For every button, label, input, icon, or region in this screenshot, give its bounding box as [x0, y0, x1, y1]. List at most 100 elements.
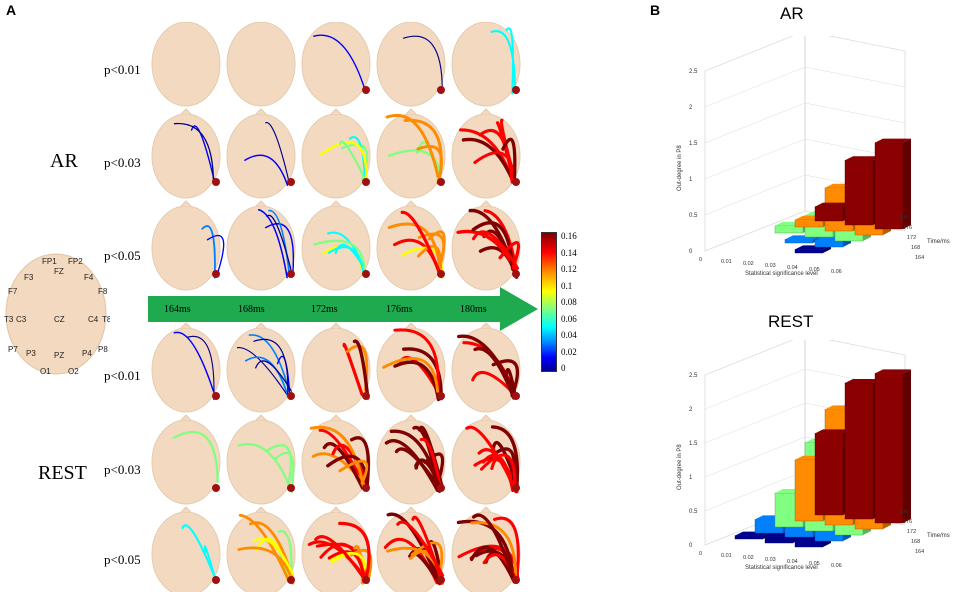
- source-node: [437, 270, 445, 278]
- x-tick-label: 0.04: [787, 559, 798, 565]
- connectivity-arc: [266, 444, 293, 487]
- colorbar-tick-label: 0.08: [561, 297, 577, 307]
- x-tick-label: 0: [699, 257, 702, 263]
- colorbar-tick-label: 0.12: [561, 264, 577, 274]
- head-map: [301, 414, 371, 505]
- connectivity-arc: [400, 246, 444, 279]
- z-tick-label: 1: [689, 177, 693, 183]
- connectivity-arc: [237, 443, 293, 494]
- source-node: [212, 576, 220, 584]
- z-tick-label: 2.5: [689, 373, 698, 379]
- electrode-label: CZ: [54, 315, 65, 324]
- head-map: [226, 506, 296, 592]
- source-node: [512, 178, 520, 186]
- electrode-label: O1: [40, 367, 51, 376]
- source-node: [437, 86, 445, 94]
- connectivity-arc: [479, 453, 517, 488]
- panel-b-letter: B: [650, 2, 661, 18]
- source-node: [362, 270, 370, 278]
- connectivity-arc: [469, 545, 516, 584]
- head-map: [376, 108, 446, 199]
- connectivity-arc: [264, 223, 295, 275]
- connectivity-arc: [244, 154, 289, 187]
- connectivity-arc: [338, 521, 371, 584]
- connectivity-arc: [410, 541, 444, 576]
- connectivity-arc: [273, 451, 295, 491]
- head-map: [301, 22, 371, 107]
- time-tick-label: 180: [899, 215, 908, 221]
- head-map: [226, 322, 296, 413]
- electrode-label: P4: [82, 349, 92, 358]
- connectivity-arc: [255, 360, 293, 392]
- connectivity-arc: [173, 123, 215, 183]
- connectivity-arc: [501, 137, 517, 179]
- time-axis-label: Time/ms: [927, 239, 950, 245]
- head-map: [376, 322, 446, 413]
- p-threshold-label: p<0.03: [104, 155, 141, 170]
- x-tick-label: 0.05: [809, 267, 820, 273]
- z-tick-label: 2: [689, 407, 693, 413]
- source-node: [362, 484, 370, 492]
- connectivity-arc: [498, 240, 521, 270]
- head-map: [226, 108, 296, 199]
- connectivity-arc: [505, 27, 515, 95]
- x-axis-label: Statistical significance level: [745, 565, 818, 571]
- source-node: [512, 270, 520, 278]
- source-node: [362, 392, 370, 400]
- electrode-label: O2: [68, 367, 79, 376]
- connectivity-arc: [465, 425, 519, 494]
- connectivity-head-grid: [151, 22, 521, 592]
- head-map: [451, 506, 521, 592]
- head-map: [151, 108, 221, 199]
- connectivity-arc: [248, 334, 290, 392]
- connectivity-arc: [314, 535, 364, 578]
- connectivity-arc: [173, 331, 215, 392]
- y-axis-label: Out-degree in P8: [677, 145, 683, 191]
- time-label: 176ms: [386, 304, 413, 315]
- time-tick-label: 176: [903, 225, 912, 231]
- source-node: [287, 270, 295, 278]
- panel-a-letter: A: [6, 2, 17, 18]
- source-node: [287, 392, 295, 400]
- source-node: [362, 576, 370, 584]
- electrode-reference-head: FP1 FP2 F3 FZ F4 F7 F8 T3 C3 CZ C4 T8 P7 P3 PZ P4 P8 O1 O2: [4, 253, 110, 376]
- source-node: [287, 178, 295, 186]
- colorbar-tick-label: 0.14: [561, 247, 577, 258]
- electrode-label: P7: [8, 345, 18, 354]
- source-node: [287, 576, 295, 584]
- connectivity-arc: [352, 339, 370, 400]
- electrode-label: PZ: [54, 351, 64, 360]
- colorbar-tick-label: 0.16: [561, 231, 577, 241]
- electrode-label: F8: [98, 287, 108, 296]
- source-node: [512, 576, 520, 584]
- connectivity-arc: [238, 513, 290, 582]
- source-node: [437, 576, 445, 584]
- x-tick-label: 0.06: [831, 269, 842, 275]
- connectivity-arc: [461, 137, 515, 182]
- connectivity-arc: [266, 214, 292, 271]
- bar3d: [874, 369, 911, 524]
- head-map: [301, 322, 371, 413]
- connectivity-arc: [236, 347, 291, 401]
- z-tick-label: 0: [689, 543, 693, 549]
- colorbar-tick-label: 0.06: [561, 313, 577, 324]
- electrode-label: T8: [102, 315, 110, 324]
- time-axis-label: Time/ms: [927, 533, 950, 539]
- time-tick-label: 172: [907, 235, 916, 241]
- head-map: [376, 22, 446, 107]
- colorbar-tick-label: 0.1: [561, 280, 573, 291]
- connectivity-arc: [393, 328, 440, 397]
- z-tick-label: 1.5: [689, 141, 698, 147]
- head-map: [301, 506, 373, 592]
- connectivity-arc: [201, 225, 216, 279]
- source-node: [362, 178, 370, 186]
- connectivity-arc: [490, 30, 517, 88]
- connectivity-arc: [471, 230, 520, 270]
- head-map: [376, 506, 446, 592]
- colorbar-tick-label: 0.04: [561, 330, 577, 340]
- source-node: [512, 86, 520, 94]
- bar3d-chart-rest: 0 0.5 1 1.5 2 2.5 0 0.01 0.02 0.03 0.04 0.05 0.06 164…: [677, 340, 950, 571]
- electrode-label: F3: [24, 273, 34, 282]
- source-node: [287, 484, 295, 492]
- x-tick-label: 0.01: [721, 259, 732, 265]
